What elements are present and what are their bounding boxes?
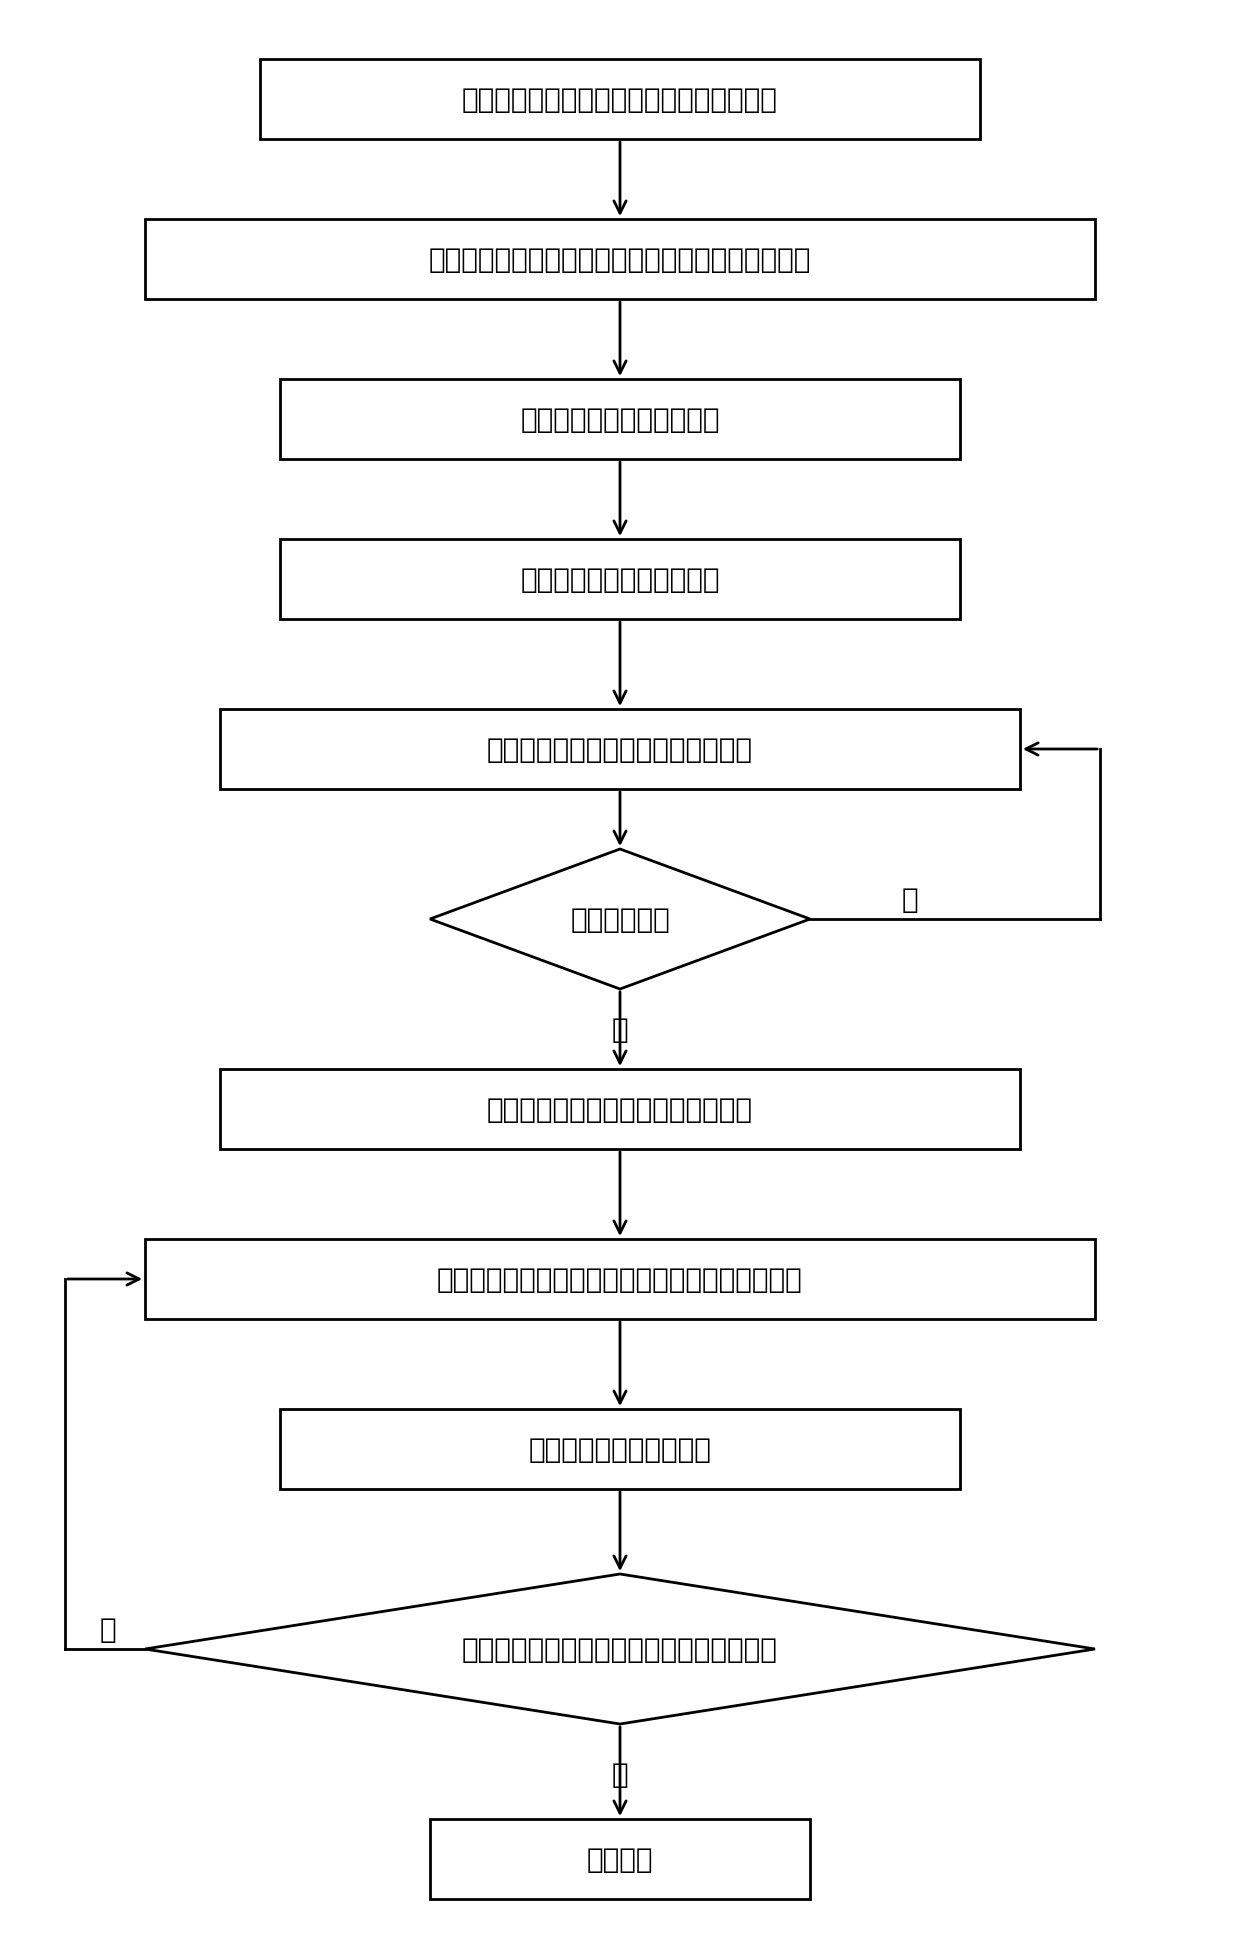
Bar — [280, 540, 960, 619]
Bar — [145, 220, 1095, 300]
Bar — [145, 1239, 1095, 1319]
Bar — [280, 1408, 960, 1488]
Bar — [430, 1819, 810, 1899]
Text: 加载测试用例到被测软件: 加载测试用例到被测软件 — [528, 1436, 712, 1463]
Text: 是: 是 — [611, 1015, 629, 1044]
Bar — [219, 1069, 1021, 1149]
Text: 通过搜索和简化策略获得最小割序集: 通过搜索和简化策略获得最小割序集 — [487, 736, 753, 764]
Bar — [219, 709, 1021, 789]
Text: 结束测试: 结束测试 — [587, 1845, 653, 1874]
Text: 否: 否 — [99, 1615, 117, 1644]
Text: 通过搜索和简化策略获得最小割序集: 通过搜索和简化策略获得最小割序集 — [487, 1095, 753, 1124]
Bar — [280, 380, 960, 460]
Text: 分析动态故障树的割序集合: 分析动态故障树的割序集合 — [521, 565, 719, 594]
Text: 否: 否 — [901, 886, 919, 914]
Text: 实际输出集合与预期输出集合是否符合一致: 实际输出集合与预期输出集合是否符合一致 — [463, 1634, 777, 1664]
Bar — [260, 60, 980, 140]
Text: 建立软件动态运行剖面的故障模式传播路径及其合集: 建立软件动态运行剖面的故障模式传播路径及其合集 — [429, 245, 811, 275]
Text: 最小割集为空: 最小割集为空 — [570, 906, 670, 933]
Polygon shape — [430, 849, 810, 990]
Text: 构造软件运行的动态故障树: 构造软件运行的动态故障树 — [521, 405, 719, 434]
Polygon shape — [145, 1574, 1095, 1724]
Text: 根据软件需求规格，确定软件动态运行剖面: 根据软件需求规格，确定软件动态运行剖面 — [463, 86, 777, 113]
Text: 是: 是 — [611, 1761, 629, 1788]
Text: 建立最小割序等价类的测试用例输入及其预期输出: 建立最小割序等价类的测试用例输入及其预期输出 — [438, 1266, 802, 1293]
